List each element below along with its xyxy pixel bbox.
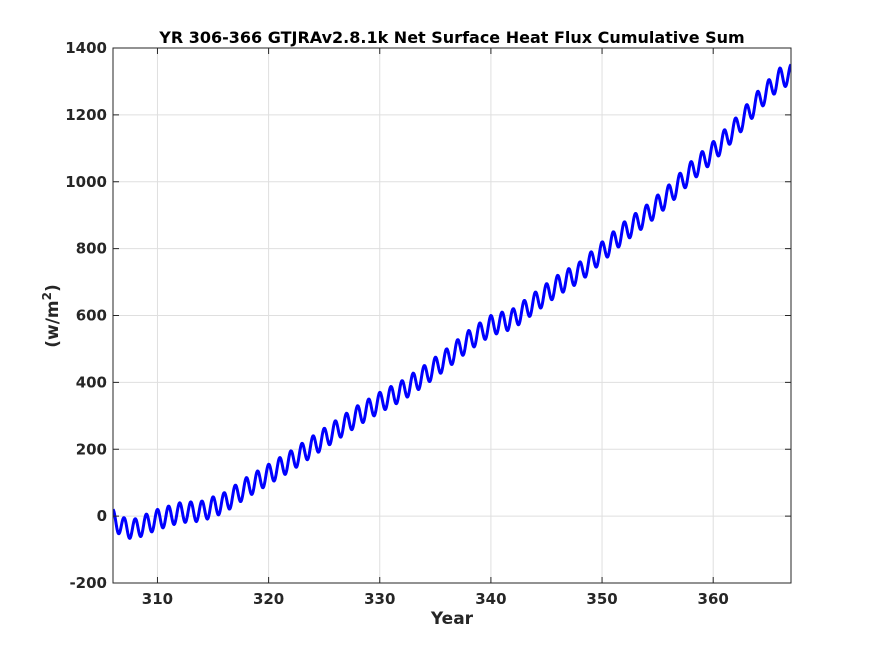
x-tick-label: 340 (475, 590, 506, 608)
y-tick-label: 1000 (65, 173, 107, 191)
y-axis-title-superscript: 2 (40, 292, 54, 300)
y-tick-label: 800 (76, 240, 107, 258)
y-axis-title-close: ) (43, 284, 63, 292)
y-tick-label: 600 (76, 307, 107, 325)
y-tick-label: 0 (97, 507, 107, 525)
x-axis-title: Year (430, 609, 474, 629)
chart-title: YR 306-366 GTJRAv2.8.1k Net Surface Heat… (158, 28, 744, 47)
y-tick-label: 1400 (65, 39, 107, 57)
tick-marks (113, 47, 791, 584)
x-tick-label: 310 (142, 590, 173, 608)
series-line (113, 63, 791, 540)
x-tick-label: 320 (253, 590, 284, 608)
y-tick-label: 400 (76, 373, 107, 391)
x-tick-label: 360 (698, 590, 729, 608)
grid-lines (113, 48, 791, 583)
y-axis-title-base: (w/m (43, 300, 63, 347)
x-tick-label: 350 (586, 590, 617, 608)
x-tick-labels: 310 320 330 340 350 360 (142, 590, 729, 608)
y-tick-label: 1200 (65, 106, 107, 124)
y-tick-label: 200 (76, 440, 107, 458)
series-layer (113, 63, 791, 540)
x-tick-label: 330 (364, 590, 395, 608)
y-axis-title: (w/m2) (40, 284, 63, 348)
plot-area: 310 320 330 340 350 360 -200 0 200 400 600 800 1000… (65, 39, 792, 608)
y-tick-label: -200 (69, 574, 107, 592)
y-tick-labels: -200 0 200 400 600 800 1000 1200 1400 (65, 39, 107, 592)
